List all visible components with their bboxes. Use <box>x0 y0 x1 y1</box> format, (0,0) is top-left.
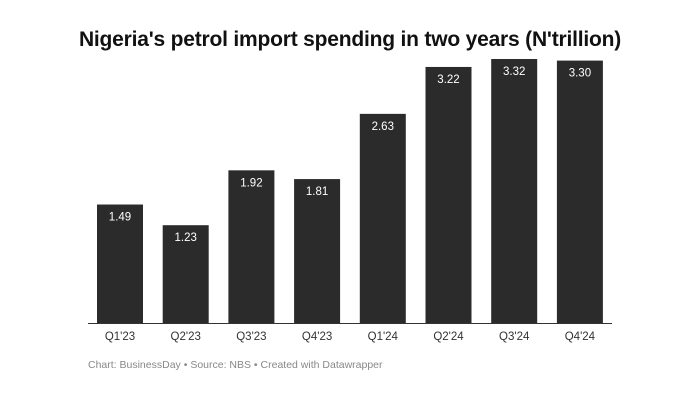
footer-separator: • <box>180 359 191 371</box>
bar <box>162 225 209 323</box>
x-tick-label: Q2'23 <box>171 331 201 343</box>
x-tick-label: Q4'23 <box>302 331 332 343</box>
chart-footer: Chart: BusinessDay • Source: NBS • Creat… <box>88 359 383 371</box>
x-tick-label: Q1'23 <box>105 331 135 343</box>
x-tick-label: Q2'24 <box>433 331 464 343</box>
bar <box>491 59 538 323</box>
data-label: 3.22 <box>437 74 459 86</box>
data-label: 1.49 <box>109 212 131 224</box>
footer-source: Source: NBS <box>190 359 252 371</box>
footer-chart-credit: Chart: BusinessDay <box>88 359 181 371</box>
data-label: 3.30 <box>569 68 591 80</box>
data-label: 1.92 <box>240 177 262 189</box>
chart-title: Nigeria's petrol import spending in two … <box>78 28 622 51</box>
bar <box>359 113 406 324</box>
bar <box>556 60 603 323</box>
data-label: 2.63 <box>372 121 394 133</box>
data-label: 3.32 <box>503 66 525 78</box>
x-tick-label: Q1'24 <box>368 331 399 343</box>
data-label: 1.81 <box>306 186 328 198</box>
bar <box>97 204 143 323</box>
footer-separator: • <box>251 359 261 371</box>
x-tick-label: Q4'24 <box>565 331 596 343</box>
x-tick-label: Q3'23 <box>236 331 266 343</box>
bar <box>228 170 275 323</box>
data-label: 1.23 <box>175 232 197 244</box>
bar <box>294 179 341 323</box>
footer-created-with: Created with Datawrapper <box>260 359 383 371</box>
bar <box>425 66 472 323</box>
x-tick-label: Q3'24 <box>499 331 530 343</box>
